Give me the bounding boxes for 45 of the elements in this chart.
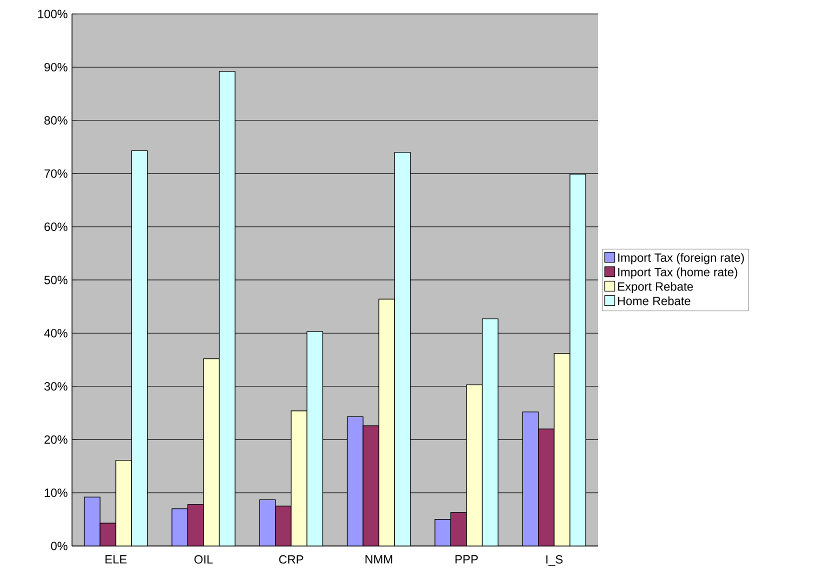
bar <box>378 299 395 546</box>
y-tick-label: 80% <box>44 116 68 125</box>
y-tick-label: 100% <box>38 10 68 18</box>
bar <box>554 353 570 546</box>
y-tick-label: 40% <box>44 328 68 338</box>
bar <box>466 384 482 546</box>
bar <box>538 428 555 546</box>
bar <box>306 332 323 546</box>
x-tick-label: ELE <box>106 555 127 564</box>
x-tick-label: OIL <box>194 555 213 564</box>
x-tick-label: I_S <box>546 555 563 566</box>
legend-label: Export Rebate <box>618 282 693 294</box>
bar <box>219 71 236 546</box>
bar <box>204 358 220 546</box>
bar <box>482 318 498 546</box>
bar <box>363 426 379 546</box>
legend-label: Home Rebate <box>618 296 690 306</box>
y-tick-label: 30% <box>44 382 68 391</box>
y-tick-label: 50% <box>44 276 68 284</box>
bar <box>450 512 467 546</box>
legend-label: Import Tax (home rate) <box>618 268 738 279</box>
bar <box>100 523 116 546</box>
bar <box>291 410 307 546</box>
y-tick-label: 20% <box>44 435 68 444</box>
bar <box>434 519 451 546</box>
bar <box>116 460 132 546</box>
bar <box>188 504 204 546</box>
legend-label: Import Tax (foreign rate) <box>618 253 744 264</box>
y-tick-label: 10% <box>44 488 68 498</box>
y-tick-label: 60% <box>44 222 68 232</box>
y-tick-label: 0% <box>51 542 68 550</box>
y-tick-label: 70% <box>44 169 68 178</box>
bar <box>132 150 148 546</box>
bar <box>570 174 586 546</box>
x-tick-label: CRP <box>279 555 304 564</box>
bar <box>84 497 100 546</box>
x-tick-label: PPP <box>456 555 478 564</box>
bar <box>347 416 364 546</box>
bar <box>260 500 276 546</box>
bar <box>172 508 188 546</box>
y-tick-label: 90% <box>44 62 68 72</box>
bar <box>394 152 410 546</box>
bar <box>275 506 292 546</box>
bar <box>522 412 539 546</box>
x-tick-label: NMM <box>366 555 392 564</box>
